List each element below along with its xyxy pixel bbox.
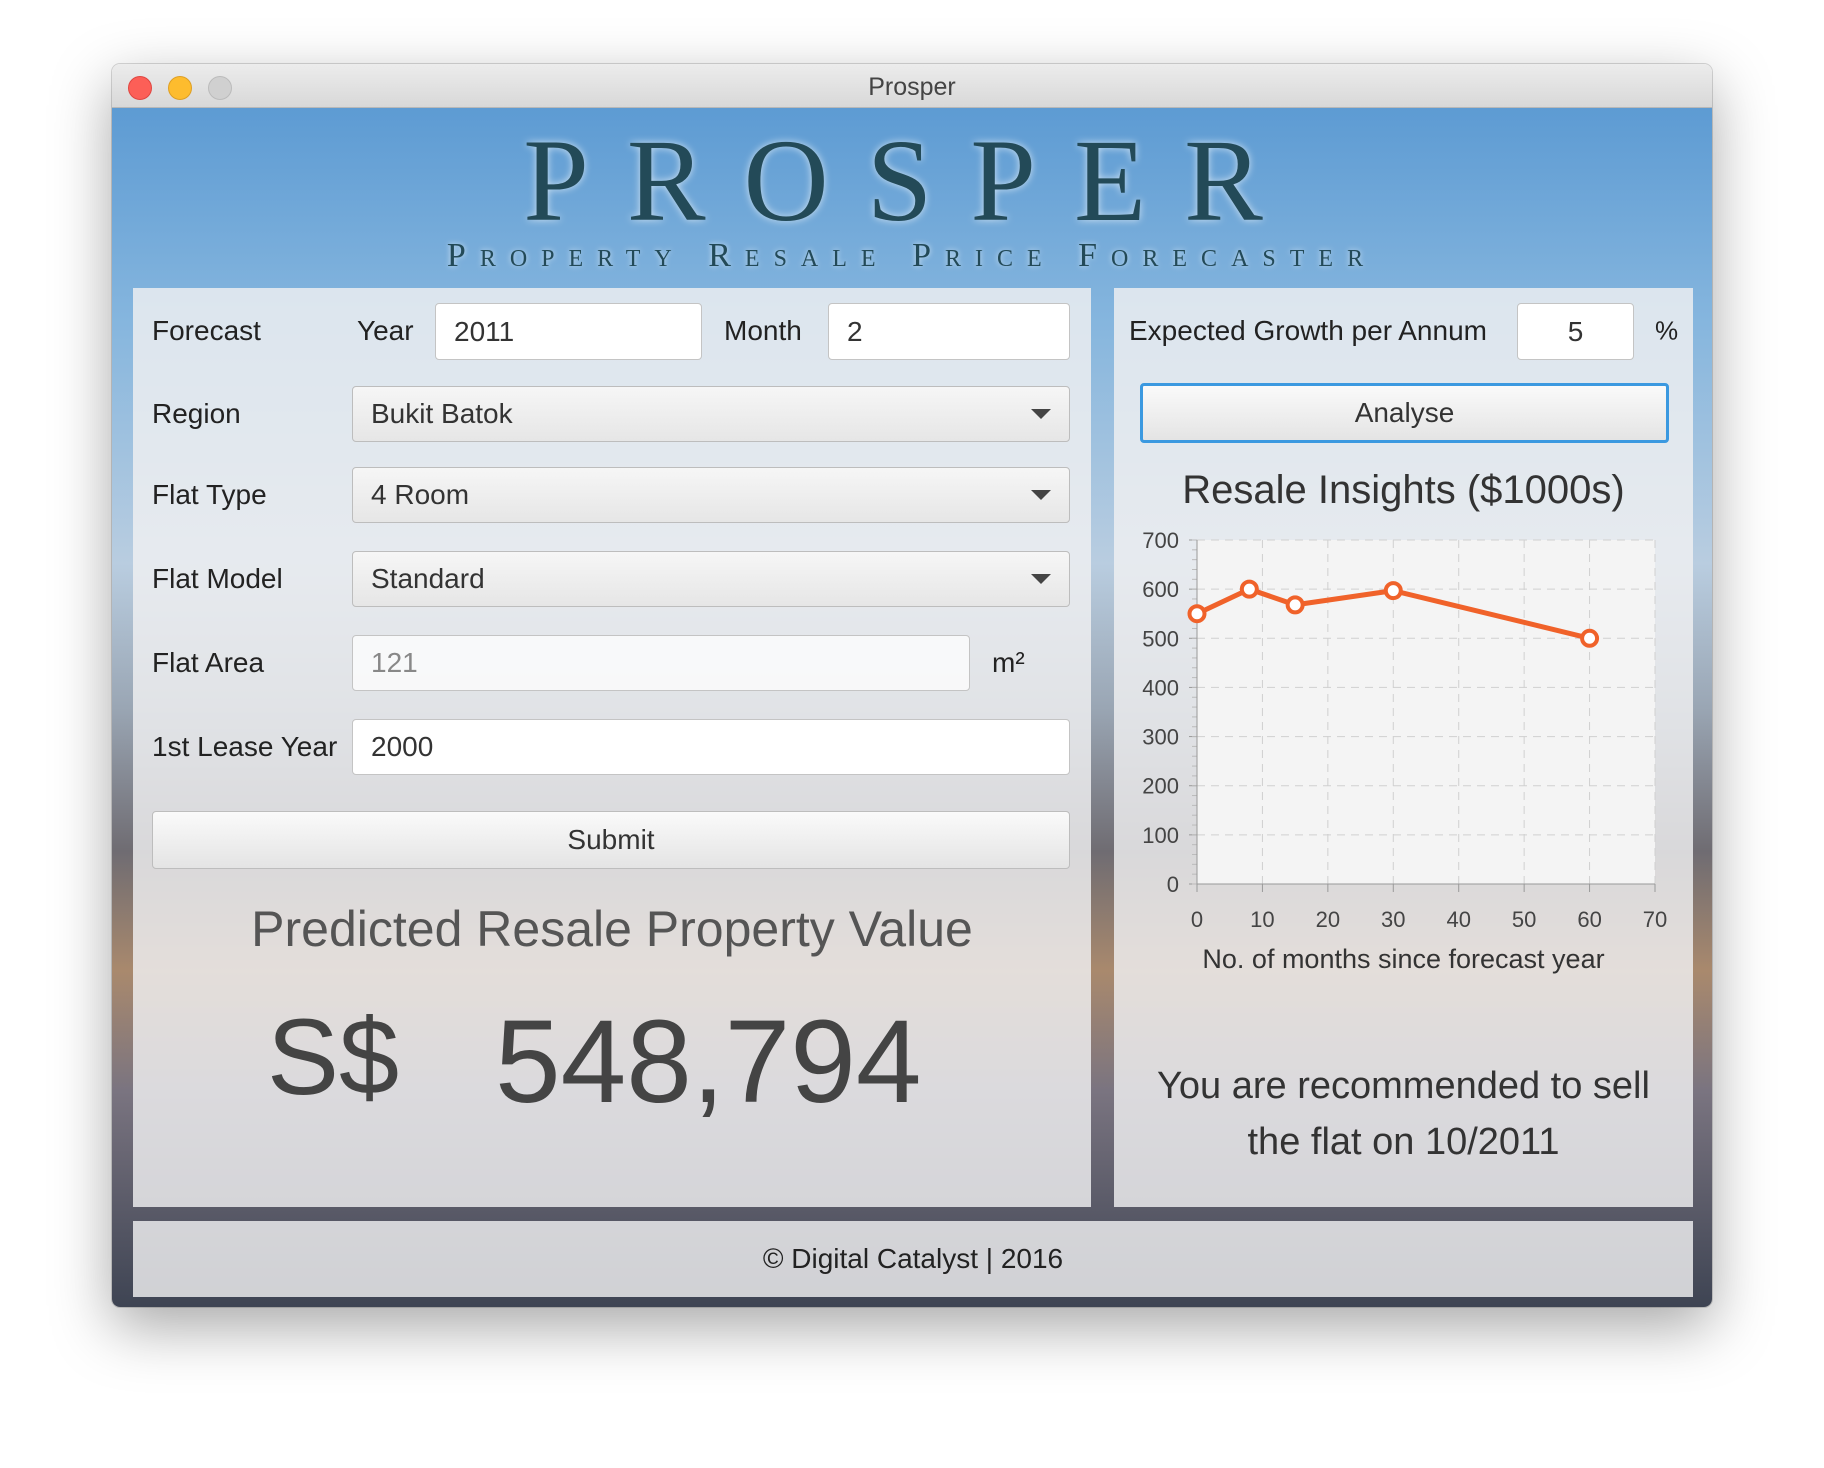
recommendation: You are recommended to sell the flat on … [1114,1058,1693,1170]
y-tick-label: 400 [1142,675,1179,700]
year-input[interactable]: 2011 [435,303,702,360]
year-label: Year [357,315,414,346]
growth-unit: % [1655,315,1679,346]
flat-model-select[interactable]: Standard [352,551,1070,607]
logo-subtitle: Property Resale Price Forecaster [446,237,1378,274]
app-content: PROSPER Property Resale Price Forecaster… [112,108,1712,1307]
recommendation-line-2: the flat on 10/2011 [1247,1121,1560,1163]
chevron-down-icon [1031,574,1051,584]
chevron-down-icon [1031,409,1051,419]
flat-model-label: Flat Model [152,563,283,594]
data-point [1383,581,1403,601]
x-tick-label: 10 [1250,907,1274,932]
lease-year-label: 1st Lease Year [152,731,338,762]
x-tick-label: 30 [1381,907,1405,932]
y-tick-label: 600 [1142,577,1179,602]
flat-area-input[interactable]: 121 [352,635,970,691]
result-title: Predicted Resale Property Value [251,901,973,957]
x-tick-label: 40 [1446,907,1470,932]
footer-text: © Digital Catalyst | 2016 [762,1243,1064,1274]
result-value: 548,794 [495,996,922,1128]
y-tick-label: 100 [1142,823,1179,848]
chevron-down-icon [1031,490,1051,500]
y-tick-label: 300 [1142,725,1179,750]
window-title: Prosper [868,73,956,101]
logo: PROSPER [523,115,1301,246]
y-tick-label: 500 [1142,626,1179,651]
resale-chart: 0 100 200 300 400 500 600 700 0 10 20 30 40 50 60 70 [1142,528,1667,932]
flat-type-select[interactable]: 4 Room [352,467,1070,523]
close-button[interactable] [128,76,152,100]
month-input[interactable]: 2 [828,303,1070,360]
recommendation-line-1: You are recommended to sell [1157,1065,1650,1107]
data-point [1187,604,1207,624]
result-currency: S$ [267,996,400,1117]
footer: © Digital Catalyst | 2016 [133,1221,1693,1297]
app-window: Prosper PROSPER Property Resale Price Fo… [112,64,1712,1307]
submit-button[interactable]: Submit [152,811,1070,869]
x-tick-label: 0 [1191,907,1203,932]
y-tick-label: 200 [1142,774,1179,799]
x-tick-label: 70 [1643,907,1667,932]
title-bar: Prosper [112,64,1712,108]
growth-input[interactable]: 5 [1517,303,1634,360]
zoom-button[interactable] [208,76,232,100]
month-label: Month [724,315,802,346]
minimize-button[interactable] [168,76,192,100]
analyse-button[interactable]: Analyse [1140,383,1669,443]
lease-year-input[interactable]: 2000 [352,719,1070,775]
data-point [1580,628,1600,648]
y-tick-label: 700 [1142,528,1179,553]
data-point [1285,595,1305,615]
data-point [1239,579,1259,599]
region-label: Region [152,398,241,429]
forecast-label: Forecast [152,315,261,346]
plot-area [1197,540,1655,884]
flat-type-value: 4 Room [371,479,470,510]
x-tick-label: 20 [1316,907,1340,932]
chart-title: Resale Insights ($1000s) [1182,468,1625,512]
flat-area-label: Flat Area [152,647,265,678]
x-tick-label: 50 [1512,907,1536,932]
flat-type-label: Flat Type [152,479,267,510]
flat-model-value: Standard [371,563,485,594]
y-tick-label: 0 [1167,872,1179,897]
growth-label: Expected Growth per Annum [1129,315,1487,346]
x-tick-label: 60 [1577,907,1601,932]
flat-area-unit: m² [992,647,1025,678]
x-axis-label: No. of months since forecast year [1202,944,1605,974]
region-select[interactable]: Bukit Batok [352,386,1070,442]
region-value: Bukit Batok [371,398,513,429]
